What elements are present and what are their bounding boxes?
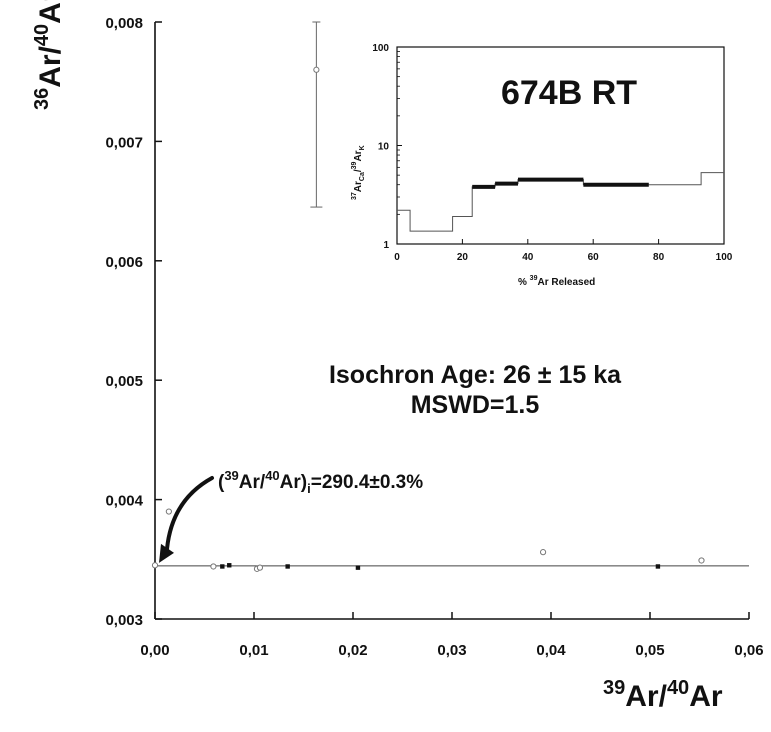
- data-point-open: [165, 508, 172, 515]
- data-point-filled: [220, 564, 225, 569]
- x-tick-label: 0,03: [437, 642, 466, 659]
- y-tick-label: 0,006: [105, 254, 143, 271]
- data-point-filled: [285, 564, 290, 569]
- x-tick-label: 0,01: [239, 642, 268, 659]
- inset-x-tick-label: 100: [716, 252, 733, 263]
- arrow-head: [159, 543, 174, 563]
- x-axis-label: 39Ar/40Ar: [603, 677, 723, 713]
- x-tick-label: 0,00: [140, 642, 169, 659]
- inset-x-axis-label: % 39Ar Released: [518, 275, 595, 288]
- inset-x-tick-label: 60: [588, 252, 600, 263]
- data-point-filled: [655, 564, 661, 569]
- x-tick-label: 0,05: [635, 642, 664, 659]
- inset-y-tick-label: 100: [372, 43, 389, 54]
- data-point-filled: [355, 565, 361, 570]
- data-point-filled: [227, 563, 232, 568]
- y-tick-label: 0,005: [105, 373, 143, 390]
- isochron-age-annotation: Isochron Age: 26 ± 15 ka: [329, 361, 622, 389]
- inset-x-tick-label: 40: [522, 252, 534, 263]
- y-tick-label: 0,008: [105, 15, 143, 32]
- arrow-shaft: [165, 476, 214, 551]
- main-axis-ticks: 0,00 0,01 0,02 0,03 0,04 0,05 0,06 0,003 0,004 0,…: [105, 15, 763, 659]
- intercept-arrow: [159, 476, 214, 563]
- x-tick-label: 0,06: [734, 642, 763, 659]
- inset-plot-frame: [396, 46, 725, 245]
- data-point-open: [539, 549, 547, 556]
- data-point-open: [313, 66, 320, 73]
- sample-label: 674B RT: [501, 74, 637, 112]
- y-tick-label: 0,003: [105, 612, 143, 629]
- x-tick-label: 0,02: [338, 642, 367, 659]
- x-tick-label: 0,04: [536, 642, 566, 659]
- y-tick-label: 0,004: [105, 493, 143, 510]
- inset-y-tick-label: 10: [378, 142, 390, 153]
- data-point-open: [256, 564, 264, 571]
- inset-step-series: [397, 172, 724, 232]
- initial-ratio-annotation: (39Ar/40Ar)i=290.4±0.3%: [218, 468, 423, 496]
- data-point-open: [151, 562, 159, 569]
- data-points: [151, 21, 705, 572]
- inset-x-tick-label: 0: [394, 252, 400, 263]
- y-axis-label: 36Ar/40Ar: [31, 0, 67, 110]
- inset-axis-ticks: 0 20 40 60 80 100 1 10 100: [372, 43, 732, 263]
- mswd-annotation: MSWD=1.5: [411, 391, 540, 419]
- inset-y-tick-label: 1: [383, 240, 389, 251]
- inset-y-axis-label: 37ArCa/39ArK: [351, 145, 366, 200]
- data-point-open: [698, 557, 705, 564]
- data-point-open: [210, 563, 217, 570]
- y-tick-label: 0,007: [105, 134, 143, 151]
- inset-x-tick-label: 80: [653, 252, 665, 263]
- inset-x-tick-label: 20: [457, 252, 469, 263]
- inset-step-chart: 0 20 40 60 80 100 1 10 100 674B RT % 39Ar Releas…: [351, 43, 733, 288]
